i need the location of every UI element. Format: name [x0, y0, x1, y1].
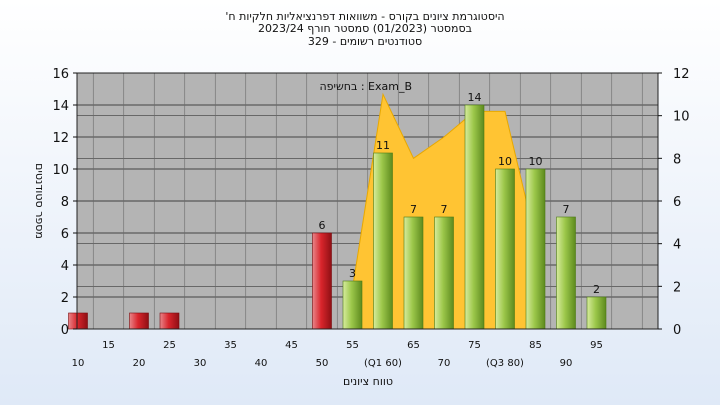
bar-label: 7 — [410, 203, 417, 216]
x-tick-label-lower: (Q1 60) — [364, 358, 402, 369]
x-tick-label-lower: 50 — [316, 358, 329, 369]
x-tick-label-lower: 30 — [194, 358, 207, 369]
bar-label: 7 — [563, 203, 570, 216]
bar-labels-group: 6 3 11 7 7 14 10 10 7 2 — [319, 91, 601, 296]
y-tick-label: 4 — [61, 259, 69, 274]
bar — [525, 168, 546, 330]
bar — [556, 216, 576, 330]
x-tick-label-upper: 95 — [590, 340, 603, 351]
y2-tick-label: 4 — [673, 238, 681, 253]
bar-label: 10 — [529, 155, 543, 168]
bar-label: 2 — [593, 283, 600, 296]
x-tick-label-lower: 20 — [133, 358, 146, 369]
bar — [342, 280, 363, 330]
y-axis-right: 0 2 4 6 8 10 12 — [658, 67, 690, 338]
bar — [495, 168, 515, 330]
bar — [159, 312, 180, 330]
y2-tick-label: 10 — [673, 110, 690, 125]
y2-tick-label: 2 — [673, 280, 681, 295]
y-tick-label: 0 — [61, 323, 69, 338]
y2-tick-label: 6 — [673, 195, 681, 210]
bar — [464, 104, 485, 330]
bar-label: 6 — [319, 219, 326, 232]
title-line-2: בסמסטר (01/2023) סמסטר חורף 2023/24 — [258, 22, 472, 35]
x-tick-label-upper: 15 — [102, 340, 115, 351]
title-line-3: סטודנטים רשומים - 329 — [308, 35, 422, 48]
bar — [373, 152, 393, 330]
x-axis: 15 25 35 45 55 65 75 85 95 10 20 30 40 50 (Q1 60) 70 (Q3… — [72, 340, 603, 369]
bar-label: 3 — [349, 267, 356, 280]
y-tick-label: 14 — [52, 99, 69, 114]
x-tick-label-upper: 75 — [468, 340, 481, 351]
y-tick-label: 16 — [52, 67, 69, 82]
annotation-label: בחשיפה : Exam_B — [319, 80, 412, 93]
y2-tick-label: 8 — [673, 152, 681, 167]
y-tick-label: 8 — [61, 195, 69, 210]
y2-tick-label: 0 — [673, 323, 681, 338]
x-tick-label-upper: 45 — [285, 340, 298, 351]
y2-tick-label: 12 — [673, 67, 690, 82]
bar — [68, 312, 88, 330]
title-line-1: 'היסטוגרמת ציונים בקורס - משוואות דפרנצי… — [225, 10, 504, 23]
x-tick-label-upper: 25 — [163, 340, 176, 351]
x-tick-label-lower: 10 — [72, 358, 85, 369]
bar — [434, 216, 454, 330]
y-tick-label: 12 — [52, 131, 69, 146]
y-axis-left: 0 2 4 6 8 10 12 14 16 — [52, 67, 77, 338]
bar — [586, 296, 607, 330]
x-tick-label-upper: 85 — [529, 340, 542, 351]
bar-label: 14 — [468, 91, 482, 104]
y-tick-label: 2 — [61, 291, 69, 306]
x-tick-label-upper: 55 — [346, 340, 359, 351]
x-tick-label-lower: (Q3 80) — [486, 358, 524, 369]
x-axis-title: טווח ציונים — [343, 375, 393, 388]
bar-label: 11 — [376, 139, 390, 152]
x-tick-label-upper: 35 — [224, 340, 237, 351]
y-axis-title: מספר סטודנטים — [33, 163, 46, 239]
bar — [403, 216, 424, 330]
bar — [312, 232, 332, 330]
x-tick-label-lower: 70 — [438, 358, 451, 369]
bar — [129, 312, 149, 330]
chart-title: 'היסטוגרמת ציונים בקורס - משוואות דפרנצי… — [225, 10, 504, 48]
y-tick-label: 10 — [52, 163, 69, 178]
bars-group — [68, 104, 607, 330]
x-tick-label-lower: 40 — [255, 358, 268, 369]
x-tick-label-lower: 90 — [560, 358, 573, 369]
bar-label: 10 — [498, 155, 512, 168]
y-tick-label: 6 — [61, 227, 69, 242]
x-tick-label-upper: 65 — [407, 340, 420, 351]
bar-label: 7 — [441, 203, 448, 216]
